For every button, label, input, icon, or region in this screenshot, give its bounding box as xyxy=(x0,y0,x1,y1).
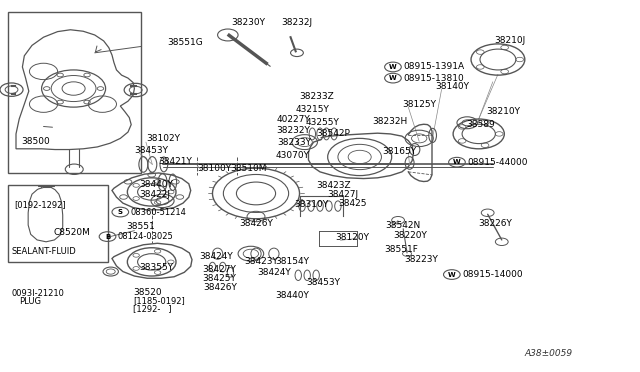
Text: [1292-   ]: [1292- ] xyxy=(133,304,172,313)
Text: 38453Y: 38453Y xyxy=(306,278,340,287)
Text: 38210J: 38210J xyxy=(494,36,525,45)
Text: 38220Y: 38220Y xyxy=(393,231,427,240)
Text: 38589: 38589 xyxy=(466,120,495,129)
Text: 38424Y: 38424Y xyxy=(200,252,234,261)
Text: 08915-14000: 08915-14000 xyxy=(462,270,523,279)
Text: 38233Z: 38233Z xyxy=(300,92,334,101)
Text: 38125Y: 38125Y xyxy=(402,100,436,109)
Text: C8520M: C8520M xyxy=(53,228,90,237)
Text: 38440Y: 38440Y xyxy=(140,180,173,189)
Text: 38421Y: 38421Y xyxy=(159,157,193,166)
Text: 38551G: 38551G xyxy=(168,38,204,47)
Text: 38427Y: 38427Y xyxy=(202,265,236,274)
Bar xyxy=(8,12,141,173)
Text: 38423Z: 38423Z xyxy=(316,182,351,190)
Text: 38422J: 38422J xyxy=(140,190,170,199)
Text: [1185-0192]: [1185-0192] xyxy=(133,296,185,305)
Text: S: S xyxy=(118,209,123,215)
Text: 08360-51214: 08360-51214 xyxy=(131,208,186,217)
Text: 0093I-21210: 0093I-21210 xyxy=(12,289,65,298)
Text: 38500: 38500 xyxy=(22,137,51,146)
Text: 38355Y: 38355Y xyxy=(140,263,173,272)
Text: 08915-13810: 08915-13810 xyxy=(403,74,464,83)
Text: 38551: 38551 xyxy=(127,222,156,231)
Text: 38102Y: 38102Y xyxy=(146,134,180,143)
Text: PLUG: PLUG xyxy=(19,297,41,306)
Text: 38510M: 38510M xyxy=(230,164,267,173)
Text: 38425: 38425 xyxy=(338,199,367,208)
Text: 38424Y: 38424Y xyxy=(257,268,291,277)
Text: B: B xyxy=(105,234,110,240)
Text: 38154Y: 38154Y xyxy=(275,257,309,266)
Text: 38453Y: 38453Y xyxy=(134,146,168,155)
Text: 38223Y: 38223Y xyxy=(404,255,438,264)
Text: 38551F: 38551F xyxy=(384,245,418,254)
Bar xyxy=(8,185,108,262)
Text: 43070Y: 43070Y xyxy=(275,151,309,160)
Text: 08124-03025: 08124-03025 xyxy=(118,232,173,241)
Text: 38426Y: 38426Y xyxy=(204,283,237,292)
Text: W: W xyxy=(448,272,456,278)
Text: 38232Y: 38232Y xyxy=(276,126,310,135)
Text: A38±0059: A38±0059 xyxy=(525,349,573,358)
Text: 38233Y: 38233Y xyxy=(278,138,312,147)
Text: 43255Y: 43255Y xyxy=(306,118,340,126)
Text: 38423Y: 38423Y xyxy=(244,257,278,266)
Text: 38226Y: 38226Y xyxy=(479,219,513,228)
Text: 38120Y: 38120Y xyxy=(335,233,369,242)
Text: W: W xyxy=(389,75,397,81)
Text: 38440Y: 38440Y xyxy=(275,291,309,300)
Text: 43215Y: 43215Y xyxy=(296,105,330,114)
Text: [0192-1292]: [0192-1292] xyxy=(14,200,66,209)
Text: 38542N: 38542N xyxy=(385,221,420,230)
Text: 38426Y: 38426Y xyxy=(239,219,273,228)
Text: 38310Y: 38310Y xyxy=(294,200,328,209)
Text: 08915-44000: 08915-44000 xyxy=(467,158,528,167)
Text: 38165Y: 38165Y xyxy=(383,147,417,155)
Text: 38232J: 38232J xyxy=(282,18,313,27)
Text: 38230Y: 38230Y xyxy=(232,18,266,27)
Text: 38140Y: 38140Y xyxy=(435,82,469,91)
Text: W: W xyxy=(389,64,397,70)
Text: 08915-1391A: 08915-1391A xyxy=(403,62,465,71)
Text: 38425Y: 38425Y xyxy=(202,274,236,283)
Text: SEALANT-FLUID: SEALANT-FLUID xyxy=(12,247,76,256)
Text: 38520: 38520 xyxy=(133,288,162,296)
Text: 38210Y: 38210Y xyxy=(486,107,520,116)
Text: 40227Y: 40227Y xyxy=(276,115,310,124)
Text: W: W xyxy=(453,159,461,165)
Text: 38542P: 38542P xyxy=(316,129,350,138)
Text: 38100Y: 38100Y xyxy=(197,164,231,173)
Text: 38427J: 38427J xyxy=(328,190,359,199)
Text: 38232H: 38232H xyxy=(372,117,408,126)
